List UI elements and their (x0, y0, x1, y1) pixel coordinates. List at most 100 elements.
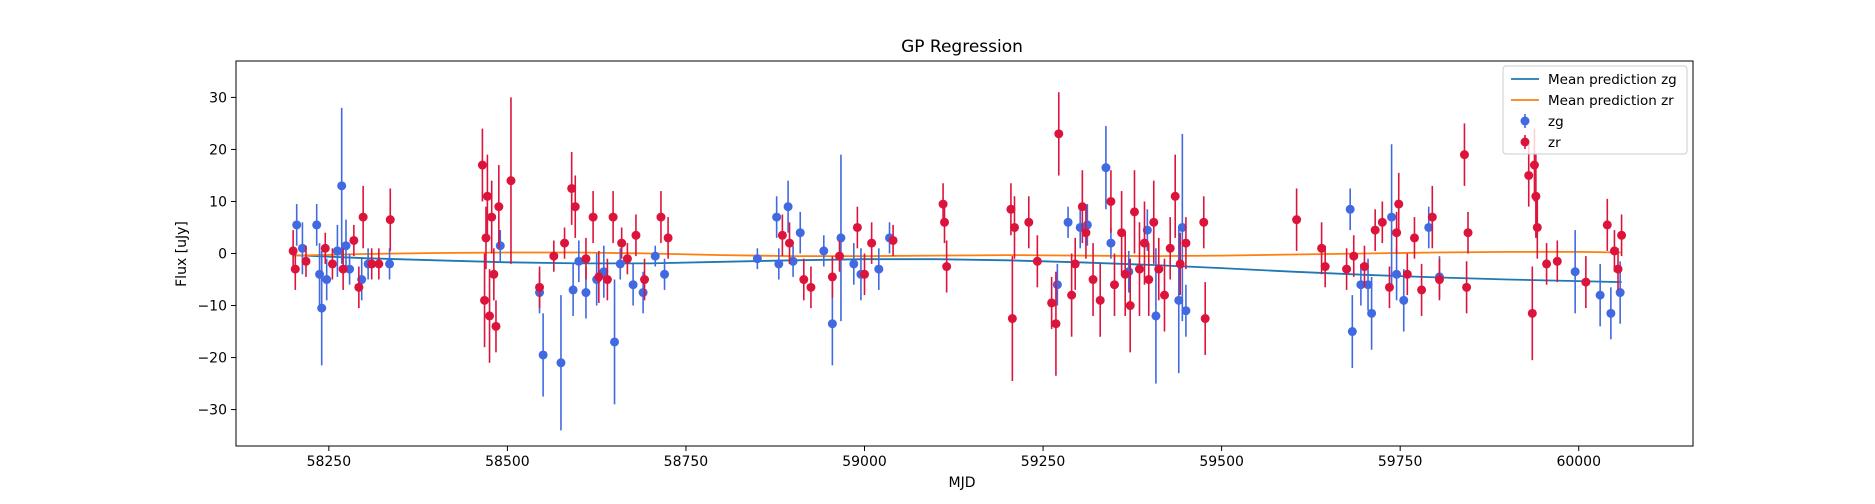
data-point (1531, 191, 1541, 201)
data-point (495, 241, 505, 251)
data-point (867, 238, 877, 248)
data-point (827, 319, 837, 329)
data-point (535, 282, 545, 292)
data-point (1552, 256, 1562, 266)
data-point (556, 358, 566, 368)
data-point (602, 275, 612, 285)
data-point (1082, 220, 1092, 230)
data-point (588, 212, 598, 222)
x-axis: 58250 58500 58750 59000 59250 59500 59750 60000 (307, 446, 1601, 470)
data-point (341, 241, 351, 251)
data-point (297, 243, 307, 253)
data-point (1392, 269, 1402, 279)
data-point (1570, 267, 1580, 277)
data-point (1095, 295, 1105, 305)
x-tick-label: 58250 (307, 454, 352, 470)
data-point (1081, 228, 1091, 238)
data-point (1106, 238, 1116, 248)
data-point (581, 288, 591, 298)
data-point (783, 202, 793, 212)
data-point (827, 272, 837, 282)
legend-label: Mean prediction zr (1548, 93, 1674, 109)
data-point (1101, 163, 1111, 173)
data-point (860, 269, 870, 279)
data-point (1367, 308, 1377, 318)
data-point (1363, 280, 1373, 290)
data-point (660, 269, 670, 279)
data-point (610, 337, 620, 347)
data-point (494, 202, 504, 212)
lines-layer (293, 251, 1622, 283)
data-point (940, 217, 950, 227)
data-point (1617, 230, 1627, 240)
data-point (1117, 228, 1127, 238)
data-point (795, 228, 805, 238)
mean-prediction-line (293, 254, 1622, 283)
data-point (385, 215, 395, 225)
data-point (1542, 259, 1552, 269)
data-point (752, 254, 762, 264)
legend-point-swatch (1520, 116, 1530, 126)
data-point (1392, 228, 1402, 238)
data-point (477, 160, 487, 170)
y-axis-label: Flux [uJy] (174, 221, 190, 287)
x-tick-label: 59250 (1021, 454, 1066, 470)
data-point (608, 212, 618, 222)
data-point (835, 251, 845, 261)
data-point (1417, 285, 1427, 295)
data-point (568, 285, 578, 295)
data-point (1051, 319, 1061, 329)
data-point (1463, 228, 1473, 238)
y-tick-label: 10 (209, 194, 227, 210)
data-point (1149, 217, 1159, 227)
data-point (1054, 129, 1064, 139)
legend-label: zr (1548, 135, 1561, 151)
data-point (354, 282, 364, 292)
data-point (1359, 262, 1369, 272)
data-point (1345, 204, 1355, 214)
legend-point-swatch (1520, 137, 1530, 147)
data-point (650, 251, 660, 261)
data-point (617, 238, 627, 248)
data-point (1088, 275, 1098, 285)
data-point (1047, 298, 1057, 308)
data-point (1434, 275, 1444, 285)
data-point (1320, 262, 1330, 272)
data-point (1077, 202, 1087, 212)
data-point (487, 212, 497, 222)
data-point (1347, 327, 1357, 337)
data-point (640, 275, 650, 285)
data-point (1349, 251, 1359, 261)
y-tick-label: −30 (197, 403, 227, 419)
data-point (292, 220, 302, 230)
legend-box (1502, 65, 1688, 155)
data-point (1009, 222, 1019, 232)
data-point (506, 176, 516, 186)
data-point (942, 262, 952, 272)
data-point (1609, 246, 1619, 256)
data-point (1200, 314, 1210, 324)
data-point (567, 183, 577, 193)
data-point (1409, 233, 1419, 243)
data-point (1159, 290, 1169, 300)
data-point (320, 243, 330, 253)
data-point (938, 199, 948, 209)
data-point (594, 272, 604, 282)
data-point (1070, 259, 1080, 269)
series-zg (292, 107, 1625, 431)
data-point (489, 269, 499, 279)
data-point (327, 259, 337, 269)
data-point (1424, 222, 1434, 232)
x-tick-label: 60000 (1556, 454, 1601, 470)
data-point (1106, 196, 1116, 206)
data-point (358, 212, 368, 222)
data-point (337, 181, 347, 191)
data-point (1595, 290, 1605, 300)
data-point (1384, 282, 1394, 292)
data-point (288, 246, 298, 256)
x-tick-label: 58500 (485, 454, 530, 470)
data-point (1524, 170, 1534, 180)
data-point (338, 264, 348, 274)
data-point (1024, 217, 1034, 227)
